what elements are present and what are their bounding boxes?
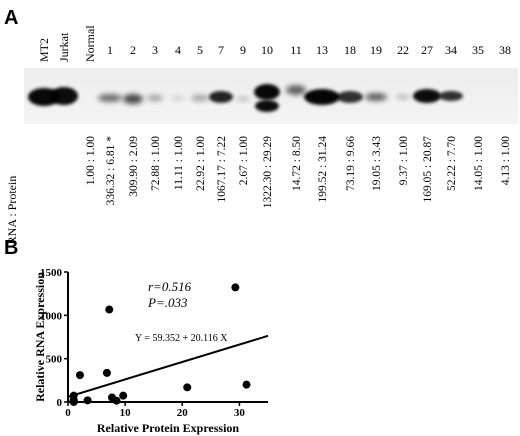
blot-band [286,85,306,95]
data-point [183,383,192,392]
blot-band [147,95,163,101]
blot-band [172,96,184,100]
scatter-chart: 0 10 20 30 0 500 1000 1500 r=0.516 P=.033 Y = 5… [33,267,269,435]
panel-a-label: A [4,7,18,29]
p-annotation: P=.033 [147,295,188,310]
x-tick-label: 10 [120,407,132,419]
r-annotation: r=0.516 [148,279,192,294]
ratio-label: 169.05 : 20.87 [422,136,434,203]
lane-label: 34 [445,43,457,57]
data-point [119,391,128,400]
ratio-label: 1322.30 : 29.29 [262,136,274,208]
lane-label: 35 [472,43,484,57]
blot-band [439,91,463,101]
ratio-label: 309.90 : 2.09 [128,136,140,197]
blot-band [98,94,122,102]
ratio-label: 2.67 : 1.00 [238,136,250,185]
blot-band [413,89,441,103]
blot-band [50,87,78,105]
blot-band [236,97,250,101]
data-point [69,397,78,406]
regression-equation: Y = 59.352 + 20.116 X [135,333,228,344]
ratio-label: 199.52 : 31.24 [317,136,329,203]
lane-label: MT2 [37,38,51,62]
lane-label: 22 [397,43,409,57]
data-point [83,396,92,405]
lane-label: 13 [316,43,328,57]
ratio-label: 72.88 : 1.00 [150,136,162,191]
blot-band [123,94,143,104]
y-tick-label: 0 [57,397,63,409]
ratio-label: 1.00 : 1.00 [85,136,97,185]
ratio-label: 22.92 : 1.00 [195,136,207,191]
data-point [75,371,84,380]
ratio-label: 14.72 : 8.50 [291,136,303,191]
lane-label: 2 [130,43,136,57]
data-point [105,305,114,314]
lane-label: 19 [370,43,382,57]
data-point [242,380,251,389]
data-point [231,283,240,292]
blot-band [337,91,363,103]
blot-band [209,91,233,103]
ratio-label: 19.05 : 3.43 [371,136,383,191]
data-point [112,396,121,405]
ratio-label: 14.05 : 1.00 [473,136,485,191]
ratio-label: 52.22 : 7.70 [446,136,458,191]
lane-label: 4 [175,43,181,57]
lane-label: 3 [152,43,158,57]
lane-label: Jurkat [57,32,71,62]
lane-label: 10 [261,43,273,57]
lane-label: 1 [107,43,113,57]
ratio-label: 9.37 : 1.00 [398,136,410,185]
y-tick-label: 1500 [40,267,63,279]
western-blot [24,68,518,124]
ratio-label: 4.13 : 1.00 [500,136,512,185]
blot-band [304,89,340,105]
x-tick-label: 30 [234,407,246,419]
ratio-label: 11.11 : 1.00 [173,136,185,190]
ratio-label: 1067.17 : 7.22 [216,136,228,203]
blot-band [396,95,410,99]
y-axis-label: Relative RNA Expression [33,272,47,402]
blot-band [191,95,209,101]
lane-label: 38 [499,43,511,57]
blot-bands [28,84,463,112]
blot-band [365,93,387,101]
lane-label: 5 [197,43,203,57]
rna-protein-row-label: RNA : Protein [5,176,19,245]
ratio-labels: 1.00 : 1.00 336.32 : 6.81 * 309.90 : 2.09 7… [85,136,512,208]
x-axis-label: Relative Protein Expression [97,421,240,435]
chart-ticks: 0 10 20 30 0 500 1000 1500 [40,267,245,419]
ratio-label: 336.32 : 6.81 * [105,136,117,206]
ratio-label: 73.19 : 9.66 [345,136,357,191]
y-tick-label: 1000 [40,310,63,322]
lane-label: 18 [344,43,356,57]
lane-label: 9 [240,43,246,57]
x-tick-label: 20 [177,407,189,419]
panel-b-label: B [4,237,18,259]
y-tick-label: 500 [46,354,63,366]
lane-label: 27 [421,43,433,57]
lane-headers: MT2 Jurkat Normal 1 2 3 4 5 7 9 10 11 13 18 19 22 27 34 35… [37,25,511,62]
blot-band [254,84,280,100]
blot-band [255,100,279,112]
data-point [102,368,111,377]
data-points [69,283,251,406]
x-tick-label: 0 [65,407,71,419]
lane-label: 7 [218,43,224,57]
chart-axes [67,272,268,403]
lane-label: Normal [83,25,97,62]
regression-line [67,334,269,398]
lane-label: 11 [290,43,302,57]
